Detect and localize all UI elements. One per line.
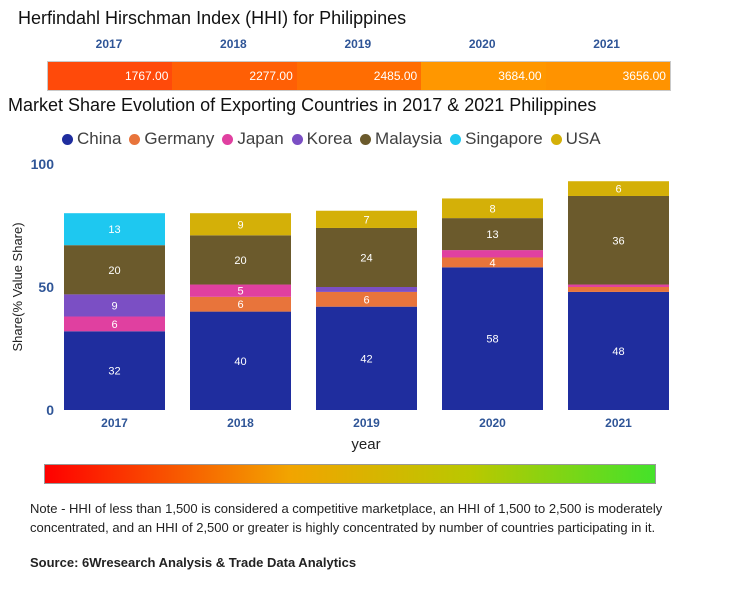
- bar-malaysia-2021: [568, 195, 669, 285]
- bar-germany-2020: [442, 257, 543, 268]
- note-text: Note - HHI of less than 1,500 is conside…: [30, 501, 663, 535]
- data-label: 13: [108, 224, 120, 236]
- legend-label: China: [77, 129, 122, 148]
- bar-china-2021: [568, 291, 669, 410]
- hhi-year-2021: 2021: [593, 37, 620, 51]
- legend-item-germany: Germany: [129, 129, 214, 149]
- legend-item-malaysia: Malaysia: [360, 129, 442, 149]
- data-label: 9: [237, 219, 243, 231]
- bar-malaysia-2019: [316, 227, 417, 287]
- x-tick-label: 2017: [101, 416, 128, 430]
- y-tick-label: 100: [31, 156, 55, 172]
- x-tick-label: 2021: [605, 416, 632, 430]
- legend-swatch: [360, 133, 372, 145]
- data-label: 58: [486, 334, 498, 346]
- legend-swatch: [62, 133, 73, 145]
- hhi-value-2019: 2485.00: [296, 62, 422, 90]
- data-label: 6: [237, 299, 243, 311]
- data-label: 7: [363, 214, 369, 226]
- legend-label: Malaysia: [375, 129, 443, 148]
- hhi-value-2017: 1767.00: [48, 62, 173, 90]
- hhi-year-2020: 2020: [468, 37, 496, 51]
- data-label: 9: [111, 300, 117, 312]
- legend-item-singapore: Singapore: [450, 129, 543, 149]
- data-label: 5: [237, 286, 243, 298]
- bar-china-2017: [64, 331, 165, 410]
- legend-label: Japan: [237, 129, 284, 148]
- hhi-bar: 1767.00 2277.00 2485.00 3684.00 3656.00: [47, 61, 671, 91]
- y-tick-label: 50: [38, 279, 54, 295]
- legend-label: Germany: [144, 129, 215, 148]
- bar-usa-2018: [190, 213, 291, 236]
- data-label: 4: [489, 257, 495, 269]
- bar-usa-2021: [568, 181, 669, 196]
- bar-malaysia-2017: [64, 245, 165, 295]
- hhi-year-2018: 2018: [220, 37, 247, 51]
- data-label: 32: [108, 366, 120, 378]
- hhi-value-2020: 3684.00: [421, 62, 546, 90]
- hhi-value-2018: 2277.00: [172, 62, 297, 90]
- legend-swatch: [291, 133, 303, 145]
- bar-japan-2020: [442, 250, 543, 258]
- x-axis-label: year: [351, 436, 380, 453]
- legend-label: Korea: [306, 129, 353, 148]
- legend-item-usa: USA: [550, 129, 601, 149]
- data-label: 20: [234, 255, 246, 267]
- bar-malaysia-2020: [442, 218, 543, 251]
- legend-swatch: [450, 133, 462, 145]
- bar-china-2018: [190, 311, 291, 410]
- y-axis-label: Share(% Value Share): [10, 222, 25, 351]
- x-tick-label: 2019: [353, 416, 380, 430]
- legend-item-japan: Japan: [222, 129, 284, 149]
- source-text: Source: 6Wresearch Analysis & Trade Data…: [30, 555, 357, 570]
- chart-legend: China Germany Japan Korea Malaysia Singapore U…: [62, 128, 609, 150]
- legend-item-china: China: [62, 129, 121, 149]
- legend-item-korea: Korea: [291, 129, 353, 149]
- legend-swatch: [222, 133, 234, 145]
- data-label: 6: [363, 294, 369, 306]
- stacked-bar-chart: 0 50 100 Share(% Value Share) 32 6 9 20 13 2017 40…: [10, 156, 669, 453]
- bar-usa-2020: [442, 198, 543, 219]
- hhi-year-2017: 2017: [95, 37, 123, 51]
- y-tick-label: 0: [46, 402, 54, 418]
- data-label: 48: [612, 346, 624, 358]
- data-label: 20: [108, 265, 120, 277]
- hhi-year-2019: 2019: [344, 37, 372, 51]
- legend-label: Singapore: [465, 129, 543, 148]
- bar-japan-2018: [190, 284, 291, 297]
- hhi-color-scale: [44, 464, 656, 484]
- data-label: 6: [615, 184, 621, 196]
- bar-usa-2019: [316, 210, 417, 228]
- data-label: 13: [486, 229, 498, 241]
- data-label: 6: [111, 319, 117, 331]
- bar-malaysia-2018: [190, 235, 291, 285]
- hhi-title: Herfindahl Hirschman Index (HHI) for Phi…: [18, 8, 407, 28]
- data-label: 36: [612, 235, 624, 247]
- bar-germany-2018: [190, 296, 291, 312]
- data-label: 24: [360, 252, 372, 264]
- hhi-year-labels: 2017 2018 2019 2020 2021: [47, 37, 669, 53]
- data-label: 8: [489, 203, 495, 215]
- bar-china-2020: [442, 267, 543, 410]
- x-tick-label: 2020: [479, 416, 506, 430]
- data-label: 42: [360, 353, 372, 365]
- bar-germany-2021: [568, 287, 669, 292]
- bar-korea-2017: [64, 294, 165, 317]
- bar-japan-2021: [568, 284, 669, 287]
- legend-swatch: [550, 133, 562, 145]
- bar-korea-2019: [316, 287, 417, 292]
- chart-title: Market Share Evolution of Exporting Coun…: [8, 95, 597, 115]
- bar-china-2019: [316, 306, 417, 410]
- data-label: 40: [234, 356, 246, 368]
- bar-japan-2017: [64, 316, 165, 332]
- legend-swatch: [129, 133, 141, 145]
- legend-label: USA: [565, 129, 601, 148]
- bar-germany-2019: [316, 291, 417, 307]
- bar-singapore-2017: [64, 213, 165, 246]
- x-tick-label: 2018: [227, 416, 254, 430]
- hhi-value-2021: 3656.00: [545, 62, 670, 90]
